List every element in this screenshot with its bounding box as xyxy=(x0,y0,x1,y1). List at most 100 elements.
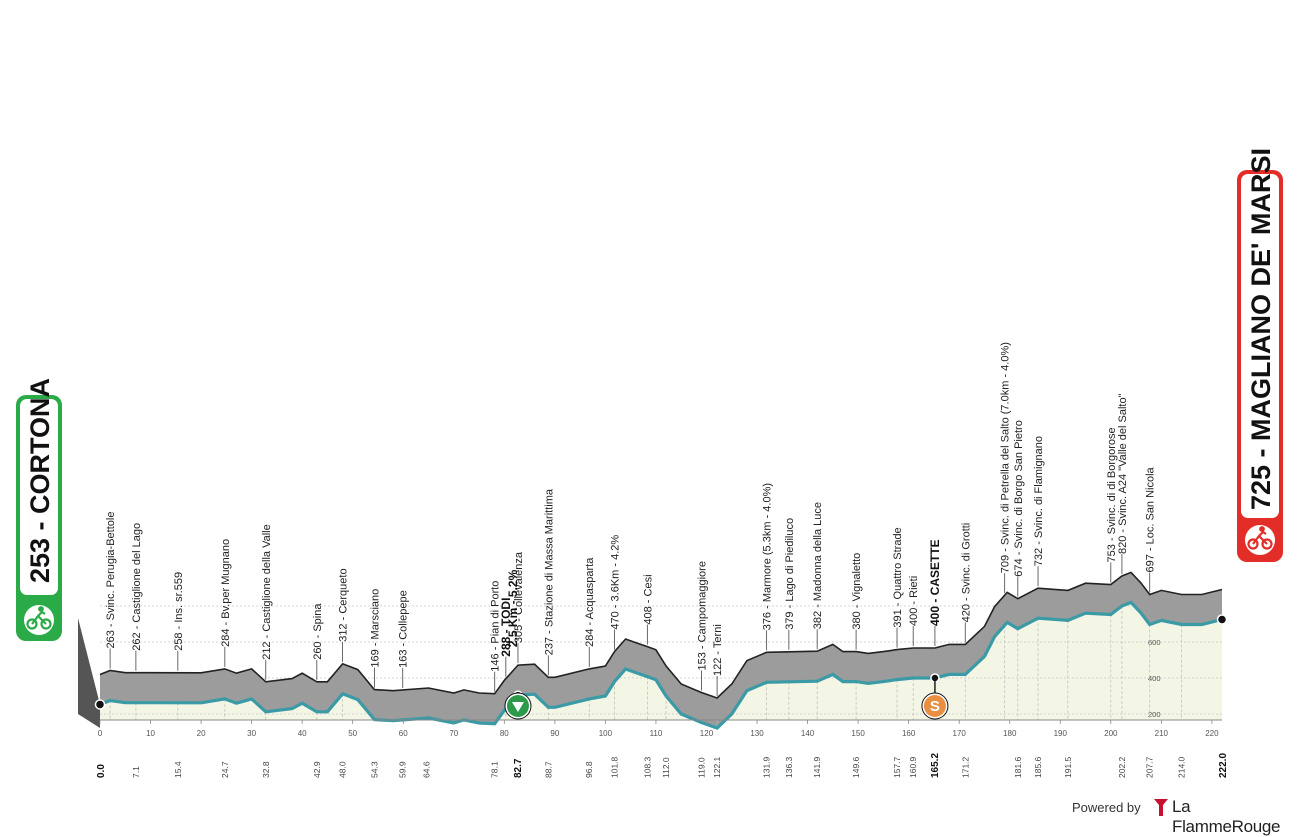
km-tick-label: 120 xyxy=(700,729,714,738)
kom-triangle-icon xyxy=(511,702,524,712)
km-tick-label: 80 xyxy=(500,729,509,738)
km-tick-label: 70 xyxy=(449,729,458,738)
waypoint-label: 820 - Svinc. A24 "Valle del Salto" xyxy=(1117,393,1129,554)
kom-note-label: 2.5 Km - 5.2% xyxy=(506,569,520,647)
waypoint-km-label: 32.8 xyxy=(261,761,271,778)
waypoint-km-label: 59.9 xyxy=(398,761,408,778)
waypoint-label: 400 - Rieti xyxy=(908,576,920,626)
brand-label: La FlammeRouge xyxy=(1172,797,1281,836)
waypoint-km-label: 82.7 xyxy=(513,758,524,778)
km-tick-label: 150 xyxy=(851,729,865,738)
waypoint-label: 312 - Cerqueto xyxy=(338,568,350,641)
km-tick-label: 130 xyxy=(750,729,764,738)
waypoint-label: 284 - Acquasparta xyxy=(584,557,596,647)
finish-badge: 725 - MAGLIANO DE' MARSI xyxy=(1237,148,1283,562)
waypoint-km-label: 171.2 xyxy=(960,756,970,778)
km-tick-label: 200 xyxy=(1104,729,1118,738)
waypoint-km-label: 108.3 xyxy=(642,756,652,778)
km-tick-label: 180 xyxy=(1003,729,1017,738)
waypoint-km-label: 149.6 xyxy=(851,756,861,778)
waypoint-km-label: 202.2 xyxy=(1117,756,1127,778)
waypoint-label: 153 - Campomaggiore xyxy=(696,561,708,670)
road-line xyxy=(99,600,1223,730)
waypoint-km-label: 64.6 xyxy=(422,761,432,778)
km-axis: 0 10 20 30 40 50 60 70 80 90 100 110 120 130 140 150 160… xyxy=(98,719,1222,738)
km-tick-label: 190 xyxy=(1054,729,1068,738)
waypoint-km-label: 131.9 xyxy=(762,756,772,778)
km-tick-label: 10 xyxy=(146,729,155,738)
start-km-label: 0.0 xyxy=(96,764,107,778)
waypoint-km-label: 207.7 xyxy=(1145,756,1155,778)
waypoint-label: 376 - Marmore (5.3km - 4.0%) xyxy=(762,483,774,630)
km-tick-label: 210 xyxy=(1155,729,1169,738)
waypoint-label: 379 - Lago di Piediluco xyxy=(784,518,796,630)
km-tick-label: 90 xyxy=(550,729,559,738)
km-tick-label: 40 xyxy=(298,729,307,738)
km-tick-label: 140 xyxy=(801,729,815,738)
waypoint-label: 408 - Cesi xyxy=(642,574,654,624)
waypoint-km-label: 112.0 xyxy=(661,757,671,778)
waypoint-label: 709 - Svinc. di Petrella del Salto (7.0k… xyxy=(1000,342,1012,573)
waypoint-label: 391 - Quattro Strade xyxy=(892,527,904,627)
km-tick-label: 170 xyxy=(953,729,967,738)
waypoint-km-label: 191.5 xyxy=(1063,756,1073,778)
km-tick-label: 20 xyxy=(197,729,206,738)
waypoint-label: 258 - Ins. sr.559 xyxy=(173,572,185,651)
km-tick-label: 100 xyxy=(599,729,613,738)
waypoint-label: 753 - Svinc. di di Borgorose xyxy=(1106,427,1118,562)
waypoint-label: 382 - Madonna della Luce xyxy=(812,502,824,629)
sprint-s-icon: S xyxy=(930,698,940,715)
waypoint-km-label: 165.2 xyxy=(930,753,941,778)
cyclist-icon xyxy=(1247,526,1273,550)
waypoint-km-label: 119.0 xyxy=(696,757,706,778)
waypoint-km-label: 24.7 xyxy=(220,761,230,778)
km-tick-label: 220 xyxy=(1205,729,1219,738)
waypoint-label: 146 - Pian di Porto xyxy=(490,581,502,672)
waypoint-label: 262 - Castiglione del Lago xyxy=(131,523,143,651)
waypoint-label: 305 - Collevalenza xyxy=(513,551,525,643)
waypoint-km-label: 7.1 xyxy=(131,766,141,778)
waypoint-label: 263 - Svinc. Perugia-Bettole xyxy=(105,512,117,649)
marker-layer: S xyxy=(94,614,1228,720)
km-tick-label: 0 xyxy=(98,729,103,738)
finish-city-label: 725 - MAGLIANO DE' MARSI xyxy=(1246,148,1276,510)
waypoint-km-label: 141.9 xyxy=(812,756,822,778)
km-tick-label: 60 xyxy=(399,729,408,738)
km-tick-label: 30 xyxy=(247,729,256,738)
altitude-tick-label: 400 xyxy=(1148,674,1161,683)
altitude-tick-label: 600 xyxy=(1148,638,1161,647)
waypoint-km-label: 15.4 xyxy=(173,761,183,778)
altitude-tick-label: 200 xyxy=(1148,710,1161,719)
km-tick-label: 110 xyxy=(650,729,663,738)
finish-km-label: 222.0 xyxy=(1218,753,1229,778)
waypoint-label: 400 - CASETTE xyxy=(928,539,942,626)
waypoint-labels: 263 - Svinc. Perugia-Bettole 7.1 262 - Cas… xyxy=(96,342,1229,778)
waypoint-km-label: 88.7 xyxy=(543,761,553,778)
waypoint-km-label: 101.8 xyxy=(610,756,620,778)
waypoint-km-label: 157.7 xyxy=(892,756,902,778)
km-tick-label: 160 xyxy=(902,729,916,738)
waypoint-label: 420 - Svinc. di Grotti xyxy=(960,523,972,623)
waypoint-label: 697 - Loc. San Nicola xyxy=(1145,466,1157,572)
waypoint-km-label: 78.1 xyxy=(490,761,500,778)
waypoint-km-label: 54.3 xyxy=(369,761,379,778)
waypoint-label: 284 - Bv.per Mugnano xyxy=(220,539,232,647)
waypoint-label: 163 - Collepepe xyxy=(398,590,410,668)
cyclist-icon xyxy=(26,606,52,630)
waypoint-km-label: 136.3 xyxy=(784,756,794,778)
flame-logo-icon xyxy=(1154,799,1168,816)
start-city-label: 253 - CORTONA xyxy=(25,378,55,583)
waypoint-label: 260 - Spina xyxy=(312,603,324,660)
waypoint-label: 674 - Svinc. di Borgo San Pietro xyxy=(1013,420,1025,577)
mountain-band xyxy=(100,572,1222,728)
waypoint-label: 169 - Marsciano xyxy=(369,589,381,668)
powered-by-label: Powered by xyxy=(1072,800,1141,815)
waypoint-km-label: 42.9 xyxy=(312,761,322,778)
waypoint-km-label: 181.6 xyxy=(1013,756,1023,778)
start-wall xyxy=(78,618,100,728)
waypoint-km-label: 48.0 xyxy=(338,761,348,778)
waypoint-km-label: 122.1 xyxy=(712,756,722,778)
waypoint-label: 380 - Vignaletto xyxy=(851,553,863,630)
waypoint-km-label: 185.6 xyxy=(1033,756,1043,778)
